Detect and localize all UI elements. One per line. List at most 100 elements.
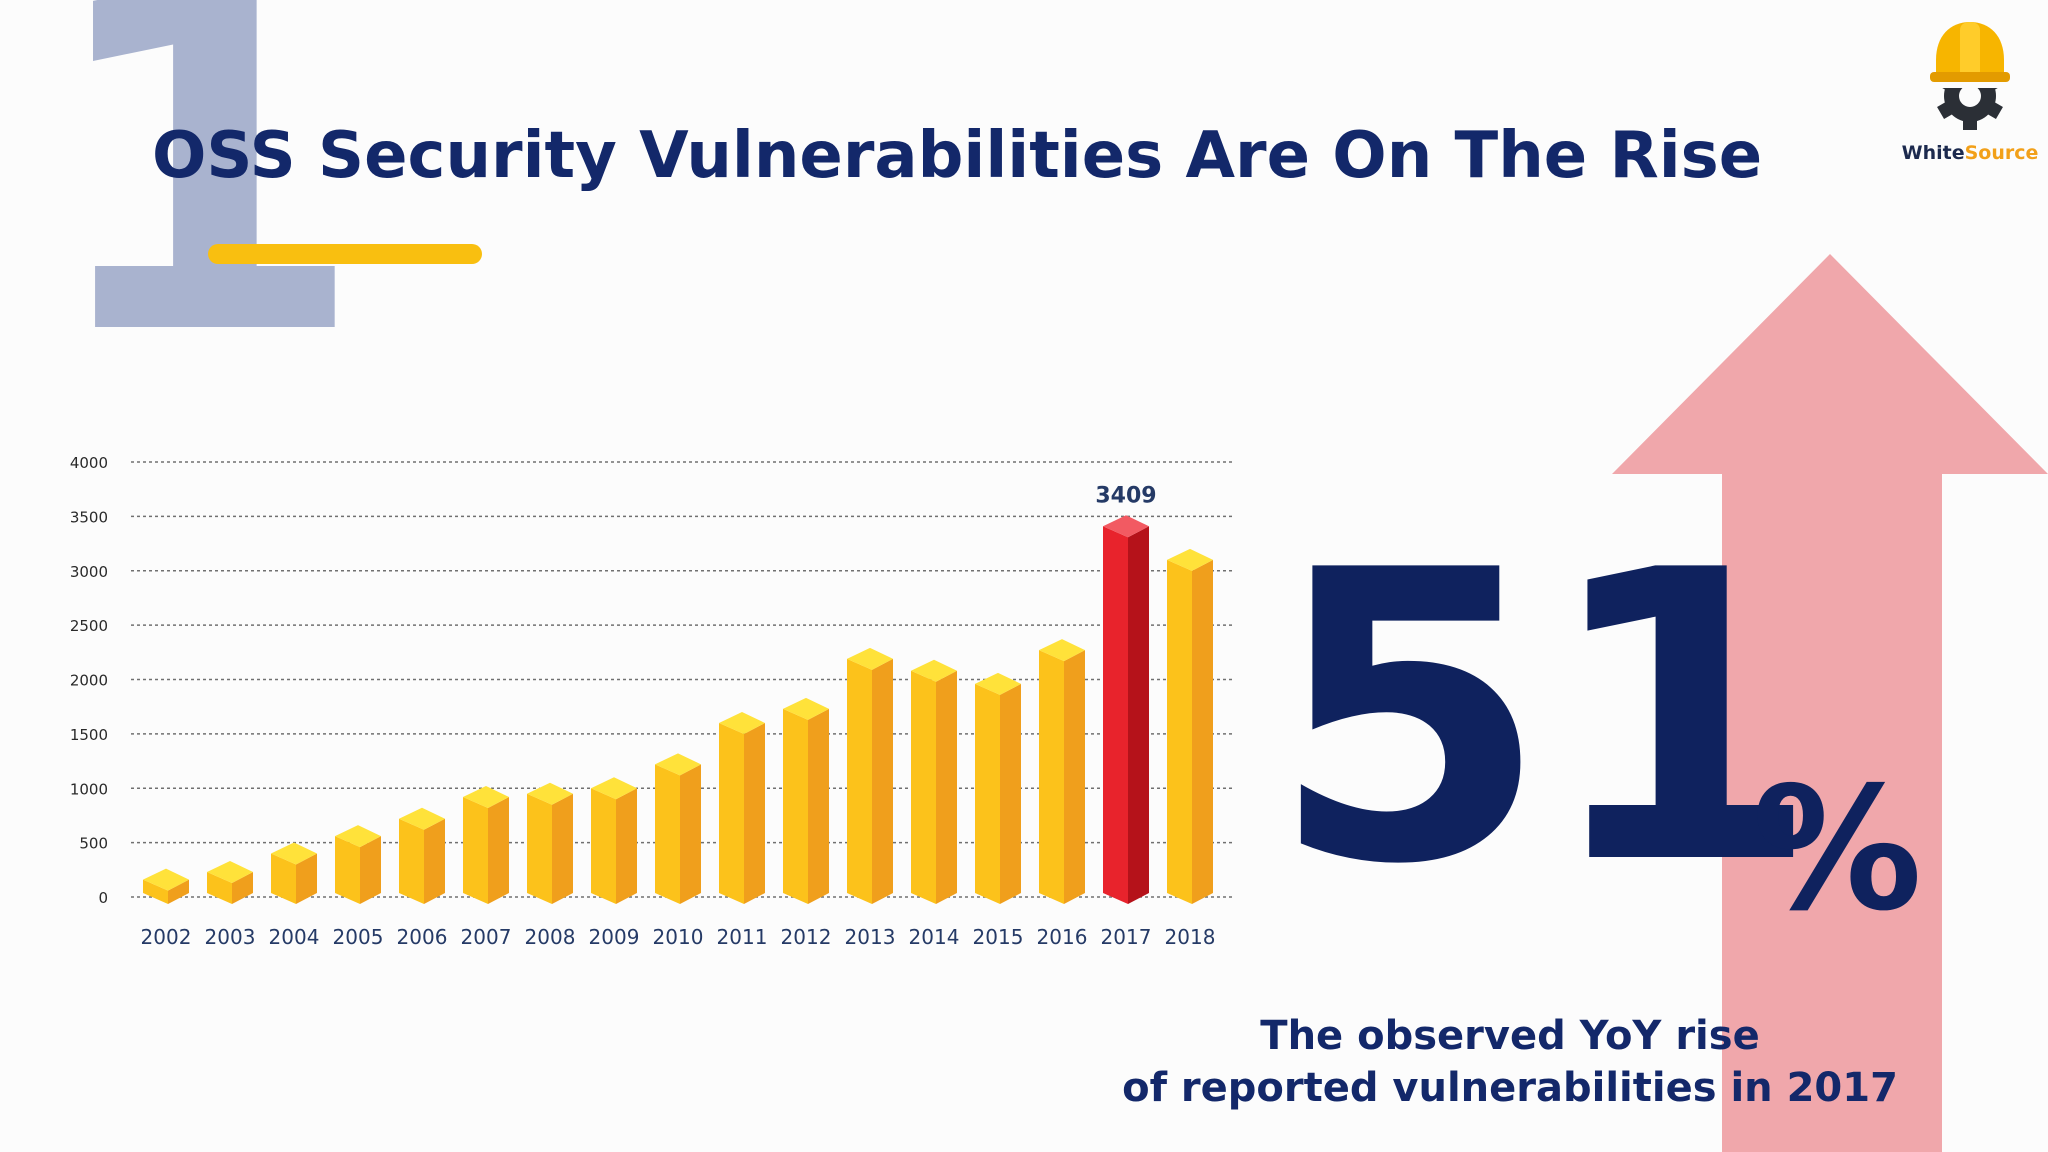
x-tick-label: 2009 — [589, 925, 640, 949]
bar-side — [360, 836, 381, 904]
bar-top — [335, 825, 381, 848]
bar-2017 — [1103, 515, 1149, 904]
x-tick-label: 2017 — [1101, 925, 1152, 949]
bar-2015 — [975, 672, 1021, 904]
bar-front — [399, 818, 424, 904]
x-tick-label: 2018 — [1165, 925, 1216, 949]
bar-front — [655, 764, 680, 904]
y-tick-label: 3000 — [70, 563, 108, 581]
bar-top — [1167, 548, 1213, 571]
bar-top — [911, 659, 957, 682]
data-label: 3409 — [1095, 483, 1156, 508]
y-tick-label: 500 — [79, 835, 108, 853]
x-tick-label: 2016 — [1037, 925, 1088, 949]
bar-top — [143, 868, 189, 891]
bar-front — [271, 853, 296, 904]
logo-text: WhiteSource — [1901, 142, 2039, 164]
bar-side — [168, 879, 189, 904]
bar-2002 — [143, 868, 189, 904]
bar-side — [1000, 683, 1021, 904]
bar-front — [207, 871, 232, 904]
bar-front — [719, 723, 744, 904]
whitesource-logo: WhiteSource — [1900, 16, 2040, 164]
slide-number: 1 — [40, 0, 368, 438]
bar-side — [1128, 526, 1149, 904]
bar-2009 — [591, 777, 637, 904]
x-tick-label: 2010 — [653, 925, 704, 949]
bar-side — [296, 853, 317, 904]
x-tick-label: 2005 — [333, 925, 384, 949]
bar-side — [232, 871, 253, 904]
bar-top — [591, 777, 637, 800]
stat-percent: % — [1752, 751, 1923, 949]
bar-2008 — [527, 782, 573, 904]
bar-2005 — [335, 825, 381, 904]
x-tick-label: 2004 — [269, 925, 320, 949]
bar-side — [1192, 559, 1213, 904]
bar-side — [616, 788, 637, 904]
vulnerabilities-bar-chart: 0 500 1000 1500 2000 2500 3000 3500 4000 2002 2003… — [70, 454, 1232, 949]
bar-top — [399, 807, 445, 830]
bar-2010 — [655, 753, 701, 904]
bar-side — [872, 658, 893, 904]
x-tick-label: 2011 — [717, 925, 768, 949]
bar-2003 — [207, 860, 253, 904]
bar-front — [1167, 559, 1192, 904]
x-tick-label: 2003 — [205, 925, 256, 949]
bar-2012 — [783, 697, 829, 904]
bar-side — [680, 764, 701, 904]
y-tick-label: 4000 — [70, 454, 108, 472]
bar-2006 — [399, 807, 445, 904]
bar-side — [488, 796, 509, 904]
x-tick-label: 2014 — [909, 925, 960, 949]
x-tick-label: 2007 — [461, 925, 512, 949]
bar-top — [783, 697, 829, 720]
y-tick-label: 2000 — [70, 672, 108, 690]
stat-caption-line1: The observed YoY rise — [1260, 1013, 1760, 1059]
bar-side — [936, 670, 957, 904]
stat-number: 51 — [1270, 487, 1821, 952]
hardhat-gear-icon — [1930, 22, 2010, 130]
x-tick-label: 2002 — [141, 925, 192, 949]
bar-top — [975, 672, 1021, 695]
bar-top — [655, 753, 701, 776]
title-underline — [208, 244, 482, 264]
x-tick-label: 2015 — [973, 925, 1024, 949]
bar-front — [847, 658, 872, 904]
bar-top — [271, 842, 317, 865]
y-tick-label: 1500 — [70, 726, 108, 744]
bar-front — [591, 788, 616, 904]
bar-top — [207, 860, 253, 883]
bar-side — [552, 793, 573, 904]
bar-front — [783, 708, 808, 904]
y-tick-label: 0 — [98, 889, 108, 907]
bar-top — [463, 785, 509, 808]
x-tick-label: 2013 — [845, 925, 896, 949]
bar-2016 — [1039, 639, 1085, 904]
x-tick-label: 2008 — [525, 925, 576, 949]
page-title: OSS Security Vulnerabilities Are On The … — [152, 119, 1763, 193]
bar-top — [1039, 639, 1085, 662]
bar-front — [463, 796, 488, 904]
bar-front — [1103, 526, 1128, 904]
bar-2004 — [271, 842, 317, 904]
bar-side — [424, 818, 445, 904]
bar-front — [975, 683, 1000, 904]
bar-side — [808, 708, 829, 904]
bar-front — [1039, 650, 1064, 904]
bar-front — [335, 836, 360, 904]
y-tick-label: 2500 — [70, 617, 108, 635]
bar-2011 — [719, 712, 765, 904]
stat-caption: The observed YoY rise of reported vulner… — [1100, 1010, 1920, 1114]
bar-2007 — [463, 785, 509, 904]
bar-top — [719, 712, 765, 734]
bar-top — [1103, 515, 1149, 538]
bar-side — [744, 723, 765, 904]
x-tick-label: 2006 — [397, 925, 448, 949]
bar-2018 — [1167, 548, 1213, 904]
bar-2013 — [847, 647, 893, 904]
y-tick-label: 1000 — [70, 780, 108, 798]
bar-front — [143, 879, 168, 904]
